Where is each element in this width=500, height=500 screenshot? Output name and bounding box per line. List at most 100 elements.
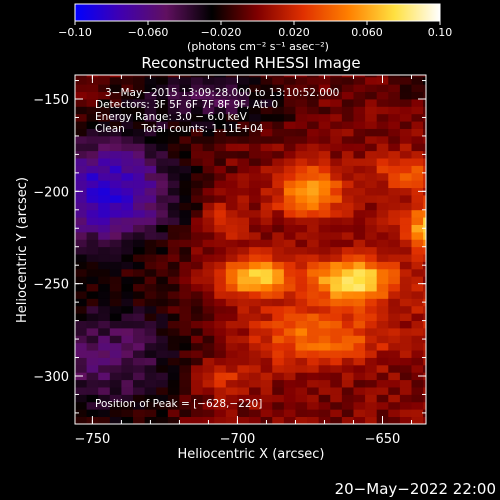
heatmap-cell: [202, 231, 215, 240]
heatmap-cell: [423, 254, 426, 262]
heatmap-cell: [191, 276, 204, 285]
heatmap-cell: [272, 209, 285, 218]
heatmap-cell: [330, 327, 343, 336]
heatmap-cell: [283, 172, 296, 181]
heatmap-cell: [121, 135, 134, 144]
heatmap-cell: [133, 172, 146, 181]
heatmap-cell: [202, 195, 215, 203]
heatmap-cell: [156, 283, 169, 292]
heatmap-cell: [307, 298, 320, 307]
heatmap-cell: [225, 202, 238, 211]
heatmap-cell: [86, 165, 99, 174]
heatmap-cell: [156, 276, 169, 285]
heatmap-cell: [272, 291, 285, 299]
heatmap-cell: [133, 276, 146, 285]
heatmap-cell: [144, 379, 157, 388]
heatmap-cell: [237, 150, 250, 159]
heatmap-cell: [283, 209, 296, 218]
heatmap-cell: [109, 254, 122, 262]
heatmap-cell: [341, 231, 354, 240]
heatmap-cell: [272, 76, 285, 85]
heatmap-cell: [237, 335, 250, 344]
heatmap-cell: [86, 305, 99, 314]
heatmap-cell: [156, 409, 169, 418]
heatmap-cell: [283, 121, 296, 129]
heatmap-cell: [376, 298, 389, 307]
heatmap-cell: [295, 298, 308, 307]
heatmap-cell: [109, 246, 122, 255]
heatmap-cell: [225, 364, 238, 373]
heatmap-cell: [144, 84, 157, 93]
heatmap-cell: [156, 195, 169, 203]
heatmap-cell: [167, 268, 180, 277]
heatmap-cell: [330, 99, 343, 107]
heatmap-cell: [318, 121, 331, 129]
heatmap-cell: [388, 135, 401, 144]
heatmap-cell: [167, 387, 180, 395]
heatmap-cell: [156, 121, 169, 129]
heatmap-cell: [179, 150, 192, 159]
heatmap-cell: [237, 342, 250, 351]
heatmap-cell: [260, 239, 273, 248]
heatmap-cell: [388, 128, 401, 137]
heatmap-cell: [353, 298, 366, 307]
heatmap-cell: [86, 254, 99, 262]
heatmap-cell: [214, 231, 227, 240]
heatmap-cell: [156, 342, 169, 351]
heatmap-cell: [191, 394, 204, 403]
heatmap-cell: [156, 84, 169, 93]
heatmap-cell: [133, 76, 146, 85]
x-axis-label: Heliocentric X (arcsec): [178, 447, 325, 462]
heatmap-cell: [260, 327, 273, 336]
heatmap-cell: [214, 165, 227, 174]
heatmap-cell: [202, 335, 215, 344]
heatmap-cell: [318, 195, 331, 203]
heatmap-cell: [167, 121, 180, 129]
heatmap-cell: [283, 327, 296, 336]
heatmap-cell: [75, 394, 87, 403]
heatmap-cell: [109, 76, 122, 85]
heatmap-cell: [109, 239, 122, 248]
heatmap-cell: [423, 379, 426, 388]
heatmap-cell: [411, 84, 424, 93]
heatmap-cell: [365, 350, 378, 358]
heatmap-cell: [260, 121, 273, 129]
heatmap-cell: [156, 209, 169, 218]
heatmap-cell: [260, 342, 273, 351]
heatmap-cell: [295, 372, 308, 381]
heatmap-cell: [179, 76, 192, 85]
heatmap-cell: [283, 158, 296, 166]
heatmap-cell: [86, 91, 99, 100]
heatmap-cell: [399, 298, 412, 307]
heatmap-cell: [167, 106, 180, 115]
heatmap-cell: [423, 165, 426, 174]
heatmap-cell: [86, 106, 99, 115]
heatmap-cell: [214, 150, 227, 159]
heatmap-cell: [365, 135, 378, 144]
heatmap-cell: [237, 364, 250, 373]
heatmap-cell: [167, 357, 180, 366]
heatmap-cell: [156, 416, 169, 424]
heatmap-cell: [121, 364, 134, 373]
heatmap-cell: [330, 84, 343, 93]
heatmap-cell: [411, 379, 424, 388]
heatmap-cell: [307, 76, 320, 85]
heatmap-cell: [399, 113, 412, 122]
heatmap-cell: [214, 305, 227, 314]
heatmap-cell: [399, 372, 412, 381]
heatmap-cell: [225, 76, 238, 85]
heatmap-cell: [307, 327, 320, 336]
heatmap-cell: [295, 231, 308, 240]
heatmap-cell: [98, 113, 111, 122]
heatmap-cell: [388, 416, 401, 424]
heatmap-cell: [167, 75, 180, 78]
heatmap-cell: [399, 261, 412, 270]
heatmap-cell: [399, 202, 412, 211]
heatmap-cell: [167, 99, 180, 107]
heatmap-cell: [179, 364, 192, 373]
heatmap-cell: [295, 135, 308, 144]
heatmap-cell: [202, 394, 215, 403]
heatmap-cell: [202, 128, 215, 137]
heatmap-cell: [214, 268, 227, 277]
heatmap-cell: [272, 187, 285, 196]
